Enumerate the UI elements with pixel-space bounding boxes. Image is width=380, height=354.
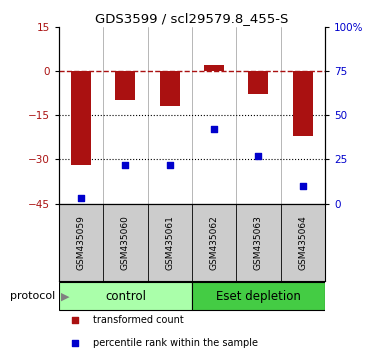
Text: control: control — [105, 290, 146, 303]
Title: GDS3599 / scl29579.8_455-S: GDS3599 / scl29579.8_455-S — [95, 12, 288, 25]
Bar — [71, 71, 91, 165]
Point — [167, 162, 173, 167]
Text: GSM435060: GSM435060 — [121, 215, 130, 270]
Text: GSM435061: GSM435061 — [165, 215, 174, 270]
Text: GSM435062: GSM435062 — [209, 215, 218, 270]
Point — [334, 265, 340, 270]
Text: GSM435063: GSM435063 — [254, 215, 263, 270]
Point — [334, 53, 340, 59]
Bar — [293, 71, 313, 136]
Point — [211, 126, 217, 132]
Point — [78, 195, 84, 201]
Point — [300, 183, 306, 189]
Text: ▶: ▶ — [61, 291, 69, 302]
FancyBboxPatch shape — [59, 282, 192, 310]
Bar — [249, 71, 268, 95]
Bar — [160, 71, 180, 106]
Text: Eset depletion: Eset depletion — [216, 290, 301, 303]
Text: protocol: protocol — [10, 291, 55, 302]
FancyBboxPatch shape — [192, 282, 325, 310]
Text: transformed count: transformed count — [93, 315, 184, 325]
Bar — [116, 71, 135, 101]
Bar — [204, 65, 224, 71]
Point — [122, 162, 128, 167]
Text: percentile rank within the sample: percentile rank within the sample — [93, 338, 258, 348]
Text: GSM435064: GSM435064 — [298, 215, 307, 270]
Text: GSM435059: GSM435059 — [76, 215, 86, 270]
Point — [255, 153, 261, 159]
